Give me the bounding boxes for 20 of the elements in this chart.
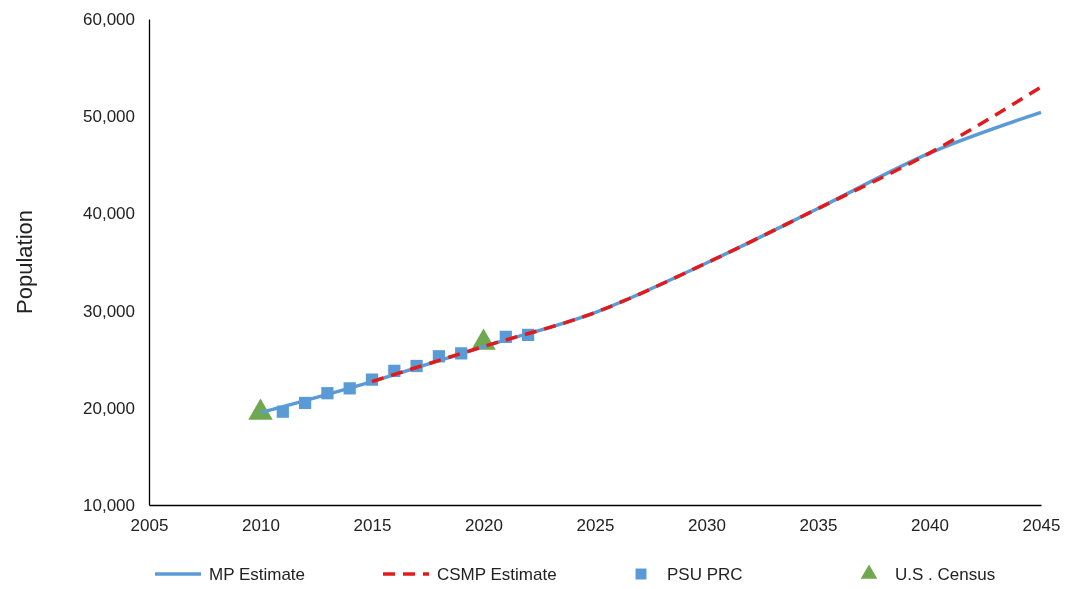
y-tick-label: 10,000 — [83, 495, 135, 515]
x-tick-label: 2005 — [130, 516, 169, 536]
x-tick-label: 2045 — [1022, 516, 1061, 536]
x-tick-label: 2030 — [688, 516, 726, 536]
x-tick-label: 2040 — [911, 516, 949, 536]
x-tick-label: 2015 — [353, 516, 392, 536]
y-tick-label: 50,000 — [83, 107, 135, 127]
legend-label: PSU PRC — [667, 565, 743, 584]
x-tick-label: 2035 — [799, 516, 838, 536]
legend-label: U.S . Census — [895, 565, 996, 584]
y-axis-title: Population — [12, 210, 37, 314]
y-tick-label: 30,000 — [83, 301, 135, 321]
y-tick-label: 40,000 — [83, 204, 135, 224]
legend-label: MP Estimate — [209, 565, 306, 584]
y-tick-label: 20,000 — [83, 398, 135, 418]
x-tick-label: 2025 — [576, 516, 615, 536]
x-tick-label: 2010 — [242, 516, 280, 536]
x-tick-label: 2020 — [465, 516, 503, 536]
legend-label: CSMP Estimate — [437, 565, 557, 584]
y-tick-label: 60,000 — [83, 9, 135, 29]
